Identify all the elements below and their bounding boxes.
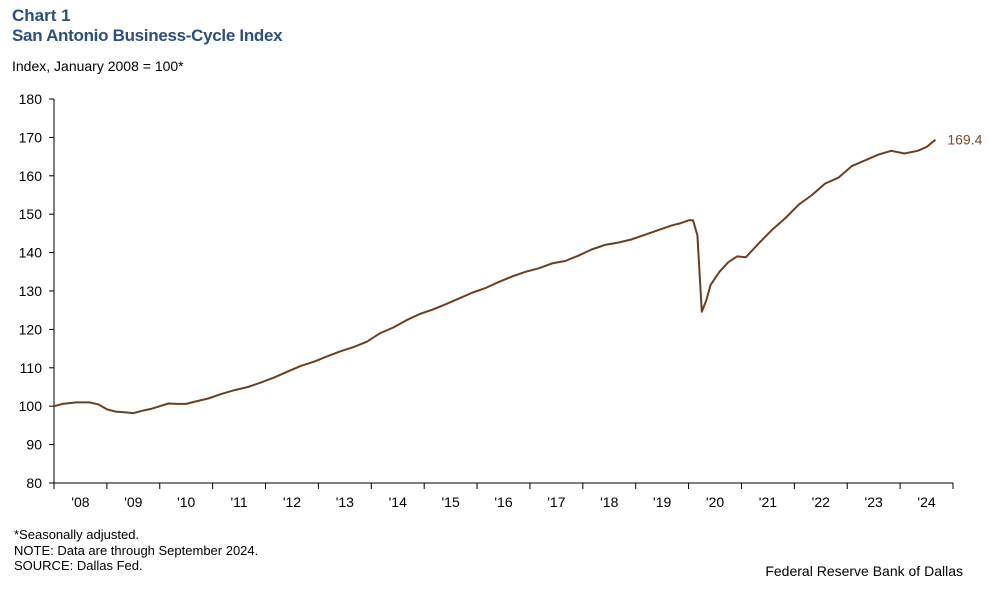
y-tick-label: 160 — [19, 168, 43, 184]
note-source: SOURCE: Dallas Fed. — [14, 558, 143, 573]
y-tick-label: 80 — [26, 475, 42, 491]
chart-title: San Antonio Business-Cycle Index — [12, 26, 283, 45]
source-organization: Federal Reserve Bank of Dallas — [765, 563, 963, 579]
x-tick-label: '20 — [706, 494, 724, 510]
x-tick-label: '22 — [812, 494, 830, 510]
x-tick-label: '12 — [283, 494, 301, 510]
note-data-through: NOTE: Data are through September 2024. — [14, 542, 259, 558]
y-tick-label: 170 — [19, 129, 43, 145]
chart-subtitle: Index, January 2008 = 100* — [12, 58, 184, 74]
x-tick-label: '19 — [653, 494, 671, 510]
y-tick-label: 90 — [26, 437, 42, 453]
x-tick-label: '23 — [865, 494, 883, 510]
y-tick-label: 120 — [19, 321, 43, 337]
y-tick-label: 100 — [19, 398, 43, 414]
y-tick-label: 110 — [20, 360, 43, 376]
title-block: Chart 1 San Antonio Business-Cycle Index — [12, 6, 283, 46]
y-tick-label: 180 — [19, 91, 43, 107]
chart-number: Chart 1 — [12, 6, 71, 25]
y-tick-label: 140 — [19, 245, 43, 261]
y-tick-label: 130 — [19, 283, 43, 299]
x-tick-label: '17 — [547, 494, 565, 510]
note-seasonal: *Seasonally adjusted. — [14, 527, 140, 542]
x-tick-label: '15 — [441, 494, 459, 510]
end-value-label: 169.4 — [947, 132, 982, 148]
notes-block: *Seasonally adjusted. NOTE: Data are thr… — [14, 527, 258, 574]
x-tick-label: '08 — [71, 494, 89, 510]
x-tick-label: '24 — [917, 494, 935, 510]
x-tick-label: '18 — [600, 494, 618, 510]
series-line — [53, 138, 937, 415]
x-tick-label: '13 — [336, 494, 354, 510]
x-tick-label: '09 — [124, 494, 142, 510]
x-tick-label: '21 — [759, 494, 777, 510]
x-tick-label: '16 — [494, 494, 512, 510]
x-tick-label: '11 — [230, 494, 247, 510]
x-tick-label: '14 — [389, 494, 407, 510]
x-tick-label: '10 — [177, 494, 195, 510]
y-tick-label: 150 — [19, 206, 43, 222]
